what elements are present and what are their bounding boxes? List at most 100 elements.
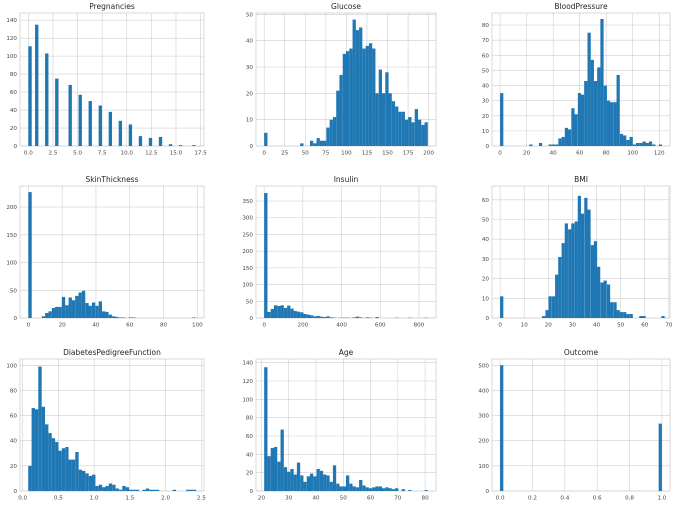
skin-thickness-y-tick-label: 100 xyxy=(6,261,17,267)
outcome-histogram: 0.0 0.2 0.4 0.6 0.8 1.0 0 100 200 300 400 500 Outcom… xyxy=(478,348,670,502)
age-bar xyxy=(336,484,339,491)
insulin-bar xyxy=(294,311,297,318)
insulin-x-tick-label: 200 xyxy=(298,323,309,329)
bmi-y-tick-label: 30 xyxy=(482,257,490,263)
bmi-bar xyxy=(587,210,590,318)
skin-thickness-x-tick-label: 80 xyxy=(160,323,168,329)
skin-thickness-x-tick-label: 60 xyxy=(126,323,134,329)
diabetes-pedigree-function-y-tick-label: 80 xyxy=(10,388,18,394)
diabetes-pedigree-function-bar xyxy=(146,488,149,491)
diabetes-pedigree-function-bar xyxy=(35,409,38,491)
skin-thickness-bar xyxy=(45,313,48,318)
glucose-histogram: 0 25 50 75 100 125 150 175 200 0 10 20 30 40 50 Glucose xyxy=(246,2,436,157)
insulin-bar xyxy=(320,317,323,318)
age-bar xyxy=(339,486,342,491)
age-bar xyxy=(353,486,356,491)
glucose-bar xyxy=(362,49,365,146)
glucose-x-tick-label: 25 xyxy=(281,151,289,157)
outcome-bar xyxy=(500,365,503,491)
bmi-y-tick-label: 60 xyxy=(482,198,490,204)
insulin-bar xyxy=(281,305,284,318)
blood-pressure-bar xyxy=(594,81,597,146)
pregnancies-bar xyxy=(35,25,38,146)
glucose-bar xyxy=(379,70,382,146)
insulin-bar xyxy=(326,316,329,318)
bmi-x-tick-label: 50 xyxy=(617,323,625,329)
age-y-tick-label: 20 xyxy=(246,471,254,477)
skin-thickness-x-tick-label: 40 xyxy=(92,323,100,329)
age-bar xyxy=(277,462,280,491)
diabetes-pedigree-function-bar xyxy=(122,486,125,491)
bmi-bar xyxy=(542,316,545,318)
insulin-y-tick-label: 200 xyxy=(242,249,253,255)
diabetes-pedigree-function-bar xyxy=(156,490,159,491)
bmi-bar xyxy=(661,316,664,318)
glucose-bar xyxy=(264,133,267,146)
bmi-x-tick-label: 70 xyxy=(665,323,673,329)
blood-pressure-bar xyxy=(562,137,565,146)
insulin-bar xyxy=(366,317,369,318)
blood-pressure-y-tick-label: 10 xyxy=(482,129,490,135)
blood-pressure-y-tick-label: 70 xyxy=(482,38,490,44)
diabetes-pedigree-function-y-tick-label: 0 xyxy=(13,489,17,495)
blood-pressure-bar xyxy=(623,135,626,146)
bmi-bar xyxy=(578,196,581,318)
glucose-x-tick-label: 125 xyxy=(362,151,373,157)
bmi-bar xyxy=(604,281,607,318)
blood-pressure-bar xyxy=(613,102,616,146)
glucose-y-tick-label: 20 xyxy=(246,91,254,97)
bmi-bar xyxy=(591,245,594,318)
diabetes-pedigree-function-bar xyxy=(189,490,192,491)
glucose-bar xyxy=(333,117,336,146)
age-bar xyxy=(369,488,372,491)
pregnancies-bar xyxy=(179,145,182,146)
blood-pressure-x-tick-label: 60 xyxy=(576,151,584,157)
insulin-y-tick-label: 50 xyxy=(246,299,254,305)
diabetes-pedigree-function-x-tick-label: 1.5 xyxy=(125,496,134,502)
insulin-bar xyxy=(290,309,293,318)
outcome-y-tick-label: 100 xyxy=(478,464,489,470)
bmi-bar xyxy=(568,229,571,318)
diabetes-pedigree-function-bar xyxy=(79,470,82,491)
skin-thickness-bar xyxy=(89,306,92,318)
glucose-bar xyxy=(425,122,428,146)
pregnancies-bar xyxy=(192,145,195,146)
bmi-y-tick-label: 50 xyxy=(482,217,490,223)
diabetes-pedigree-function-bar xyxy=(186,490,189,491)
insulin-bar xyxy=(307,315,310,318)
insulin-bar xyxy=(264,193,267,318)
diabetes-pedigree-function-bar xyxy=(32,408,35,491)
diabetes-pedigree-function-bar xyxy=(55,442,58,491)
pregnancies-bar xyxy=(119,121,122,146)
diabetes-pedigree-function-bar xyxy=(72,460,75,491)
age-bar xyxy=(356,487,359,491)
outcome-y-tick-label: 0 xyxy=(485,489,489,495)
blood-pressure-bar xyxy=(558,138,561,146)
age-bar xyxy=(359,480,362,491)
insulin-bar xyxy=(323,317,326,318)
glucose-y-tick-label: 40 xyxy=(246,39,254,45)
age-bar xyxy=(392,489,395,491)
blood-pressure-bar xyxy=(659,144,662,146)
insulin-x-tick-label: 600 xyxy=(375,323,386,329)
pregnancies-y-tick-label: 140 xyxy=(6,18,17,24)
diabetes-pedigree-function-bar xyxy=(65,447,68,491)
diabetes-pedigree-function-bar xyxy=(75,452,78,491)
blood-pressure-bar xyxy=(578,93,581,146)
skin-thickness-bar xyxy=(95,306,98,318)
age-bar xyxy=(303,482,306,491)
skin-thickness-bar xyxy=(62,297,65,318)
skin-thickness-bar xyxy=(75,296,78,318)
diabetes-pedigree-function-bar xyxy=(153,490,156,491)
bmi-bar xyxy=(500,296,503,318)
age-bar xyxy=(346,475,349,491)
diabetes-pedigree-function-bar xyxy=(52,438,55,491)
age-x-tick-label: 70 xyxy=(394,496,402,502)
bmi-bar xyxy=(626,314,629,318)
age-bar xyxy=(317,469,320,491)
glucose-bar xyxy=(317,138,320,146)
age-bar xyxy=(310,474,313,491)
pregnancies-bar xyxy=(139,136,142,146)
blood-pressure-bar xyxy=(552,144,555,146)
bmi-y-tick-label: 10 xyxy=(482,296,490,302)
